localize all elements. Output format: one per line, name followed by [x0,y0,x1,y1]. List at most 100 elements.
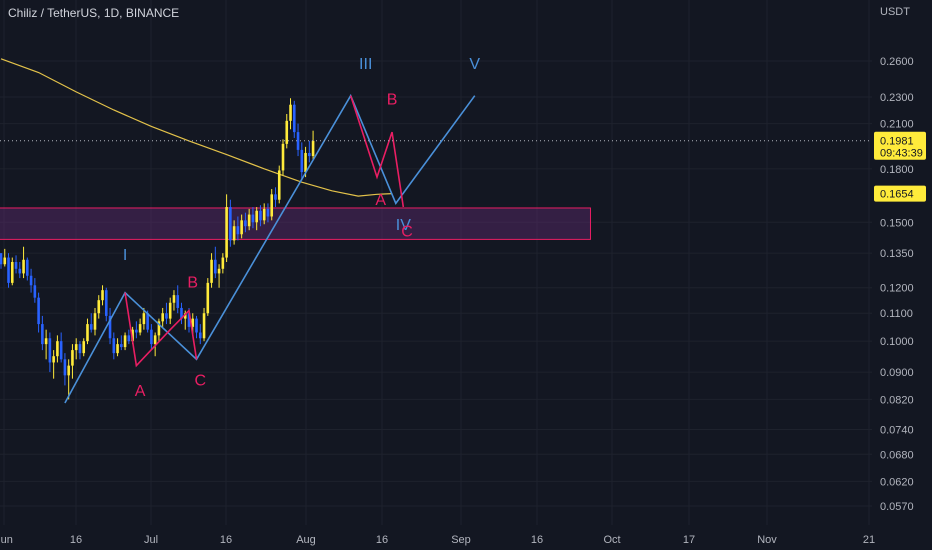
candle-body [89,324,93,330]
candle-body [153,335,157,345]
candle-body [221,257,225,269]
y-tick-label: 0.0620 [880,476,914,488]
candle-body [56,341,59,357]
wave-line-impulse[interactable] [64,93,476,404]
candle-body [48,338,52,363]
y-tick-label: 0.1350 [880,248,914,260]
candle-body [116,344,119,354]
candle-body [198,332,202,339]
ma-price-badge [874,185,926,202]
candle-body [172,295,176,303]
wave-label: A [375,192,386,209]
y-tick-label: 0.1800 [880,164,914,176]
wave-label: B [187,275,198,292]
wave-line-correction-1[interactable] [124,292,198,368]
moving-average-line [0,58,393,197]
x-tick-label: 16 [531,534,543,546]
candle-body [191,318,195,327]
candle-body [183,313,187,319]
candle-body [251,214,255,223]
candle-body [108,315,112,339]
candle-body [71,350,74,366]
wave-label: III [359,56,372,73]
candle-body [225,207,228,258]
candle-body [29,275,33,286]
x-tick-label: Sep [451,534,471,546]
candle-body [146,313,149,330]
candle-body [135,329,138,333]
candles [0,98,315,400]
y-tick-label: 0.2300 [880,92,914,104]
candle-body [67,365,70,376]
x-tick-label: 16 [376,534,388,546]
y-tick-label: 0.2100 [880,119,914,131]
candle-body [217,268,221,274]
candle-body [112,338,116,354]
wave-label: IV [396,217,411,234]
candle-body [86,324,89,342]
candle-body [33,285,37,298]
wave-line-correction-2[interactable] [349,95,405,208]
candle-body [300,149,304,173]
candle-body [93,313,97,330]
y-tick-label: 0.0570 [880,501,914,513]
candle-body [285,120,289,144]
y-axis-unit: USDT [880,6,910,18]
candle-body [120,344,123,348]
candle-body [41,324,44,345]
candle-body [82,341,86,354]
candle-body [52,356,55,363]
y-tick-label: 0.2600 [880,56,914,68]
candle-body [22,259,25,274]
symbol-title: Chiliz / TetherUS, 1D, BINANCE [8,6,180,20]
wave-label: A [135,383,146,400]
candle-body [138,324,142,333]
x-tick-label: 17 [683,534,695,546]
candle-body [18,268,22,274]
candle-body [63,359,67,376]
candle-body [131,329,134,342]
candle-body [214,259,217,274]
y-tick-label: 0.1100 [880,308,913,320]
candle-body [0,253,3,265]
y-tick-label: 0.0680 [880,449,914,461]
ma-price-value: 0.1654 [880,189,914,201]
candle-body [10,261,14,283]
candle-body [78,344,82,354]
current-price-value: 0.1981 [880,136,914,148]
candle-body [157,321,161,336]
candle-body [165,313,168,319]
candle-body [123,335,127,348]
wave-label: B [387,92,398,109]
candle-body [244,220,247,227]
candle-body [277,170,281,200]
candle-body [259,210,262,221]
y-tick-label: 0.1200 [880,283,914,295]
y-tick-label: 0.0740 [880,424,914,436]
x-tick-label: 16 [70,534,82,546]
support-zone[interactable] [0,207,591,240]
wave-label: C [401,223,413,240]
x-tick-label: 16 [220,534,232,546]
candle-body [274,194,277,200]
candle-body [127,335,131,342]
candle-body [247,214,251,227]
y-tick-label: 0.0900 [880,367,914,379]
candle-body [26,259,29,276]
candle-body [262,208,266,221]
candle-body [59,341,63,360]
candle-body [304,152,307,173]
candle-body [37,297,40,325]
candle-body [161,313,164,322]
x-tick-label: 21 [863,534,875,546]
x-tick-label: Jul [144,534,158,546]
candle-body [281,143,285,171]
current-price-badge [874,131,926,160]
candle-body [296,132,300,150]
candle-body [240,220,243,235]
candle-body [180,307,183,319]
candle-body [7,257,10,283]
candle-body [142,313,146,325]
